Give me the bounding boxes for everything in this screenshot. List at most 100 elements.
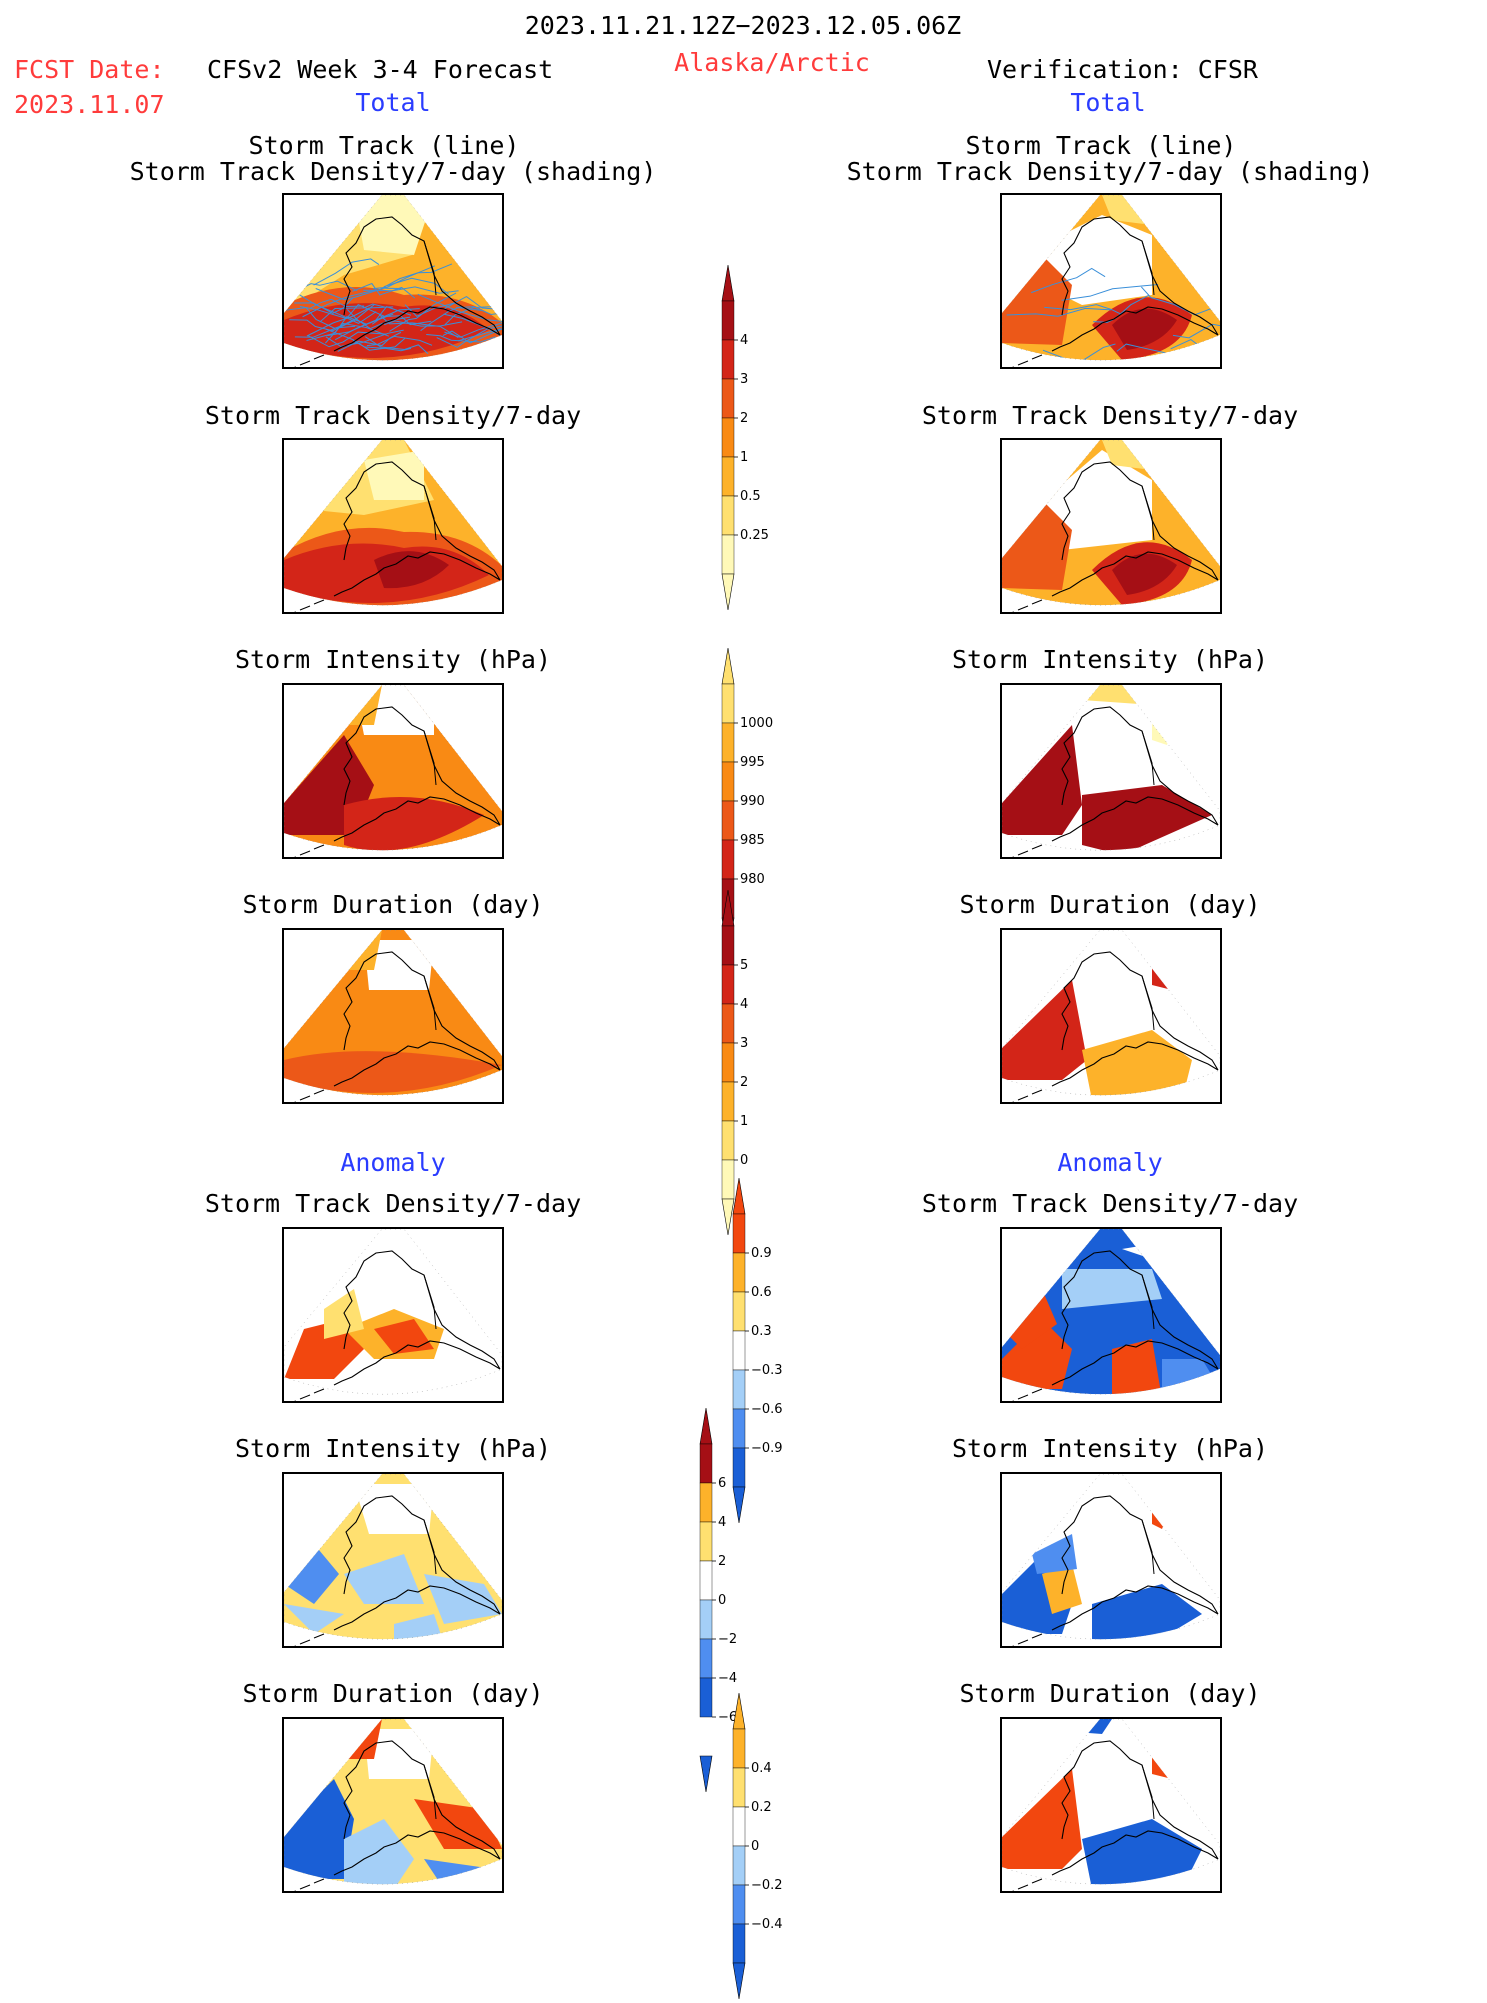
shaded-region [1062, 1269, 1162, 1309]
map-canvas [284, 440, 502, 612]
map-fcst-density-anomaly [282, 1227, 504, 1403]
shaded-region [394, 1614, 444, 1640]
colorbar-cell [721, 1003, 735, 1044]
colorbar-cap-top [732, 1692, 746, 1730]
shaded-region [284, 1604, 344, 1634]
density-anomaly-colorbar: 0.9 0.6 0.3 −0.3 −0.6 −0.9 [732, 1177, 813, 1527]
left-density-title: Storm Track Density/7-day [204, 401, 582, 430]
storm-track-line [378, 314, 459, 339]
colorbar-cell [699, 1482, 713, 1523]
colorbar-tick-label: −0.3 [751, 1363, 783, 1378]
colorbar-tick-label: −4 [718, 1671, 737, 1686]
colorbar-cap-bottom [721, 1198, 735, 1236]
shaded-region [344, 1819, 414, 1885]
map-canvas [1002, 1719, 1220, 1891]
colorbar-cell [721, 339, 735, 380]
domain-edge [1002, 1474, 1220, 1640]
storm-track-line [325, 329, 404, 347]
shaded-region [1082, 785, 1212, 851]
storm-track-line [455, 303, 502, 315]
colorbar-tick-label: 980 [740, 872, 765, 887]
colorbar-cap-top [721, 264, 735, 302]
canada-border-line [1141, 975, 1155, 1031]
canada-border-line [1141, 240, 1155, 296]
map-obs-density [1000, 438, 1222, 614]
left-track-shading-title: Storm Track Density/7-day (shading) [129, 157, 657, 186]
colorbar-cell [721, 925, 735, 966]
colorbar-canvas: 5 4 3 2 1 0 [721, 889, 748, 1236]
colorbar-tick-label: 2 [740, 411, 748, 426]
map-fcst-intensity-anomaly [282, 1472, 504, 1648]
shaded-region [354, 1484, 434, 1534]
map-canvas [284, 930, 502, 1102]
right-track-shading-title: Storm Track Density/7-day (shading) [846, 157, 1374, 186]
shaded-region [424, 1574, 502, 1624]
colorbar-tick-label: 0.6 [751, 1285, 772, 1300]
map-canvas [284, 195, 502, 367]
coastline-outline [333, 1250, 501, 1386]
aleutian-islands [1011, 1388, 1043, 1401]
anomaly-label-left: Anomaly [340, 1148, 446, 1177]
shaded-region [1002, 980, 1087, 1080]
colorbar-cell [721, 495, 735, 536]
colorbar-cell [721, 456, 735, 497]
storm-track-line [313, 258, 380, 286]
canada-border-line [423, 1764, 437, 1820]
colorbar-tick-label: 990 [740, 794, 765, 809]
domain-edge [284, 1229, 502, 1395]
storm-track-line [337, 331, 402, 352]
left-track-line-title: Storm Track (line) [248, 131, 520, 160]
map-obs-duration-anomaly [1000, 1717, 1222, 1893]
canada-border-line [1141, 485, 1155, 541]
storm-track-line [315, 287, 402, 301]
colorbar-cap-bottom [732, 1962, 746, 2000]
colorbar-cell [699, 1677, 713, 1718]
coastline-outline [333, 461, 501, 597]
storm-track-line [1061, 284, 1159, 301]
colorbar-tick-label: 4 [740, 997, 748, 1012]
storm-track-line [417, 293, 502, 323]
aleutian-islands [293, 1388, 325, 1401]
aleutian-islands [1011, 1089, 1043, 1102]
storm-track-line [299, 304, 385, 320]
shaded-region [344, 797, 484, 851]
shaded-region [374, 1319, 434, 1354]
right-track-line-title: Storm Track (line) [965, 131, 1237, 160]
colorbar-cell [732, 1728, 746, 1769]
shaded-region [374, 551, 449, 589]
map-obs-track [1000, 193, 1222, 369]
colorbar-tick-label: 1 [740, 450, 748, 465]
aleutian-islands [1011, 1633, 1043, 1646]
colorbar-cell [699, 1599, 713, 1640]
canada-border-line [423, 485, 437, 541]
shaded-region [1002, 1769, 1082, 1869]
colorbar-cell [721, 417, 735, 458]
colorbar-tick-label: 0 [718, 1593, 726, 1608]
colorbar-cell [732, 1806, 746, 1847]
colorbar-cell [732, 1291, 746, 1332]
shaded-region [1152, 705, 1177, 745]
colorbar-cap-top [732, 1177, 746, 1215]
shaded-region [1082, 1030, 1192, 1096]
verification-title: Verification: CFSR [987, 55, 1258, 84]
storm-track-line [381, 263, 453, 290]
colorbar-tick-label: 995 [740, 755, 765, 770]
colorbar-tick-label: 5 [740, 958, 748, 973]
canada-border-line [1141, 1519, 1155, 1575]
colorbar-tick-label: 0 [740, 1153, 748, 1168]
coastline-outline [333, 706, 501, 842]
colorbar-tick-label: 2 [740, 1075, 748, 1090]
storm-track-line [352, 282, 416, 299]
colorbar-cell [721, 378, 735, 419]
colorbar-tick-label: −0.9 [751, 1441, 783, 1456]
colorbar-tick-label: 985 [740, 833, 765, 848]
colorbar-tick-label: 4 [740, 333, 748, 348]
aleutian-islands [293, 844, 325, 857]
colorbar-tick-label: 3 [740, 1036, 748, 1051]
colorbar-cap-bottom [699, 1755, 713, 1793]
shaded-region [354, 195, 434, 255]
storm-track-line [1031, 267, 1106, 294]
shaded-region [1112, 308, 1177, 350]
colorbar-tick-label: 0.9 [751, 1246, 772, 1261]
map-obs-intensity [1000, 683, 1222, 859]
